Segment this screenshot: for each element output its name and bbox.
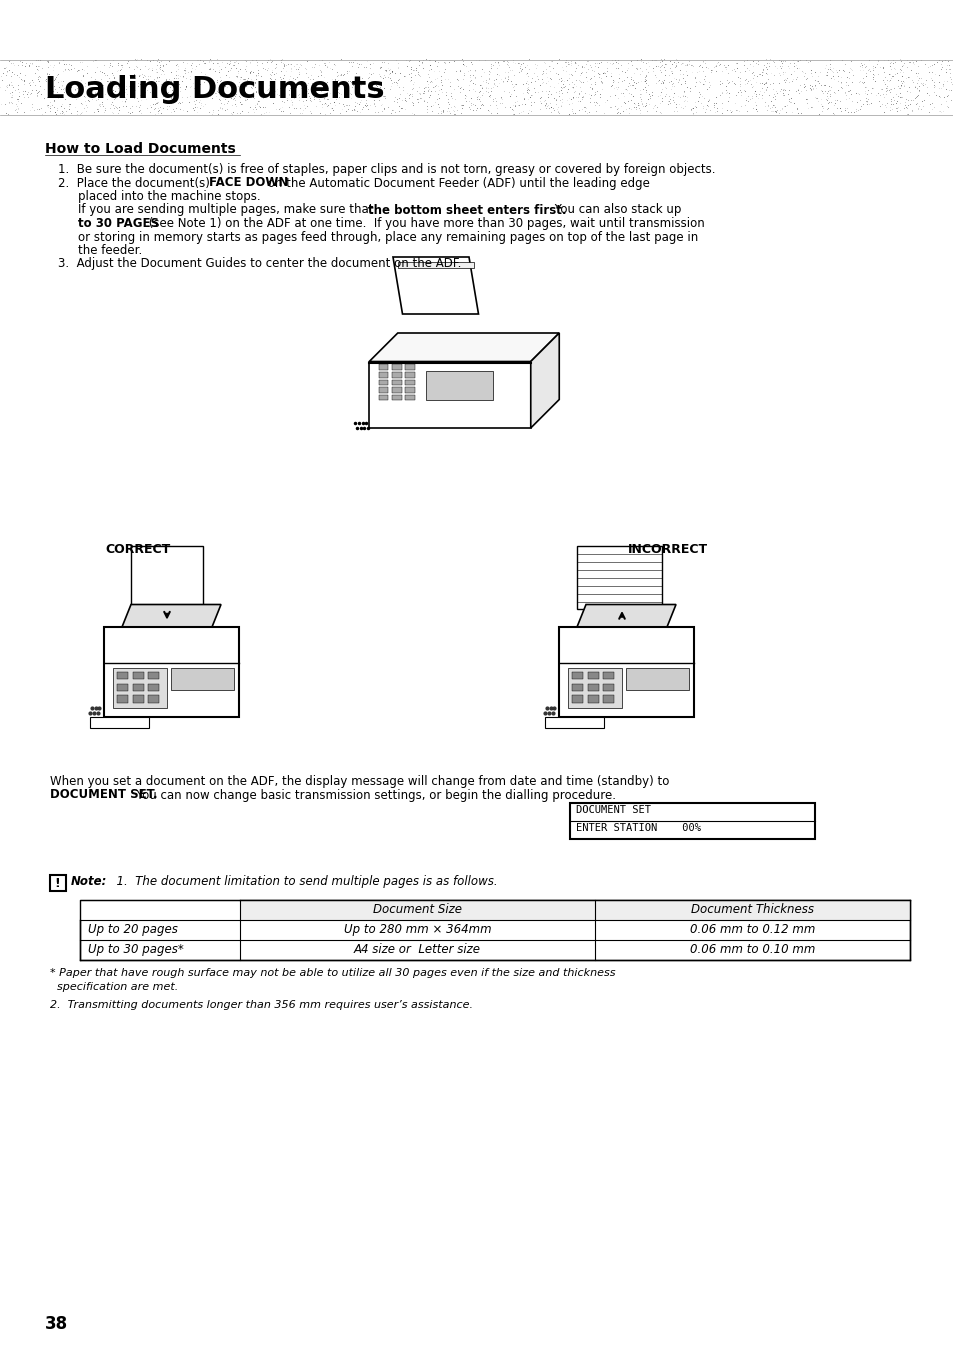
- Bar: [104, 627, 239, 718]
- Text: Up to 280 mm × 364mm: Up to 280 mm × 364mm: [343, 923, 491, 936]
- Bar: [602, 672, 614, 679]
- Text: !: !: [54, 877, 60, 890]
- Polygon shape: [577, 604, 676, 627]
- Text: CORRECT: CORRECT: [105, 544, 170, 556]
- Bar: [405, 387, 415, 393]
- Bar: [80, 900, 909, 960]
- Text: When you set a document on the ADF, the display message will change from date an: When you set a document on the ADF, the …: [50, 774, 669, 788]
- Bar: [132, 672, 144, 679]
- Text: 3.  Adjust the Document Guides to center the document on the ADF.: 3. Adjust the Document Guides to center …: [58, 258, 461, 271]
- Text: Up to 20 pages: Up to 20 pages: [88, 923, 177, 936]
- Text: the feeder.: the feeder.: [78, 244, 142, 258]
- Text: 1.  The document limitation to send multiple pages is as follows.: 1. The document limitation to send multi…: [109, 876, 497, 888]
- Bar: [587, 684, 598, 691]
- Text: A4 size or  Letter size: A4 size or Letter size: [354, 943, 480, 956]
- Text: 38: 38: [45, 1315, 68, 1333]
- Text: the bottom sheet enters first.: the bottom sheet enters first.: [368, 204, 566, 216]
- Text: 2.  Place the document(s): 2. Place the document(s): [58, 177, 213, 189]
- Text: You can now change basic transmission settings, or begin the dialling procedure.: You can now change basic transmission se…: [129, 789, 616, 801]
- Bar: [577, 546, 661, 608]
- Bar: [405, 395, 415, 401]
- Text: placed into the machine stops.: placed into the machine stops.: [78, 190, 260, 202]
- Text: 0.06 mm to 0.10 mm: 0.06 mm to 0.10 mm: [689, 943, 814, 956]
- Bar: [378, 379, 388, 386]
- Bar: [572, 684, 582, 691]
- Text: to 30 PAGES: to 30 PAGES: [78, 217, 159, 229]
- Bar: [378, 364, 388, 370]
- Text: Up to 30 pages*: Up to 30 pages*: [88, 943, 184, 956]
- Bar: [392, 379, 401, 386]
- Bar: [567, 668, 621, 708]
- Bar: [572, 695, 582, 703]
- Polygon shape: [122, 604, 221, 627]
- Text: DOCUMENT SET: DOCUMENT SET: [576, 805, 650, 815]
- Bar: [602, 684, 614, 691]
- Bar: [545, 718, 603, 728]
- Bar: [392, 372, 401, 378]
- Text: or storing in memory starts as pages feed through, place any remaining pages on : or storing in memory starts as pages fee…: [78, 231, 698, 244]
- Polygon shape: [369, 362, 530, 428]
- Bar: [626, 668, 689, 689]
- Bar: [569, 803, 814, 839]
- Bar: [572, 672, 582, 679]
- Text: 0.06 mm to 0.12 mm: 0.06 mm to 0.12 mm: [689, 923, 814, 936]
- Text: 1.  Be sure the document(s) is free of staples, paper clips and is not torn, gre: 1. Be sure the document(s) is free of st…: [58, 163, 715, 175]
- Bar: [148, 695, 159, 703]
- Bar: [132, 684, 144, 691]
- Bar: [378, 387, 388, 393]
- Text: on the Automatic Document Feeder (ADF) until the leading edge: on the Automatic Document Feeder (ADF) u…: [263, 177, 649, 189]
- Text: specification are met.: specification are met.: [50, 982, 178, 992]
- Text: ENTER STATION    00%: ENTER STATION 00%: [576, 823, 700, 832]
- Text: You can also stack up: You can also stack up: [550, 204, 680, 216]
- Bar: [132, 695, 144, 703]
- Polygon shape: [393, 258, 478, 314]
- Text: * Paper that have rough surface may not be able to utilize all 30 pages even if : * Paper that have rough surface may not …: [50, 969, 615, 978]
- Text: Note:: Note:: [71, 876, 108, 888]
- Bar: [378, 395, 388, 401]
- Polygon shape: [369, 333, 558, 362]
- Bar: [392, 387, 401, 393]
- Bar: [240, 900, 909, 920]
- Bar: [587, 695, 598, 703]
- Bar: [392, 364, 401, 370]
- Polygon shape: [397, 262, 474, 268]
- Text: INCORRECT: INCORRECT: [627, 544, 707, 556]
- Bar: [148, 684, 159, 691]
- Text: DOCUMENT SET.: DOCUMENT SET.: [50, 789, 157, 801]
- Text: (see Note 1) on the ADF at one time.  If you have more than 30 pages, wait until: (see Note 1) on the ADF at one time. If …: [145, 217, 704, 229]
- Bar: [405, 379, 415, 386]
- Bar: [172, 668, 234, 689]
- Text: Document Size: Document Size: [373, 902, 461, 916]
- Bar: [117, 672, 128, 679]
- Bar: [602, 695, 614, 703]
- Bar: [131, 546, 203, 608]
- Text: How to Load Documents: How to Load Documents: [45, 142, 235, 156]
- Text: Loading Documents: Loading Documents: [45, 76, 384, 104]
- Text: 2.  Transmitting documents longer than 356 mm requires user’s assistance.: 2. Transmitting documents longer than 35…: [50, 1000, 473, 1010]
- Bar: [405, 372, 415, 378]
- Bar: [378, 372, 388, 378]
- Text: If you are sending multiple pages, make sure that: If you are sending multiple pages, make …: [78, 204, 376, 216]
- Bar: [405, 364, 415, 370]
- Bar: [91, 718, 149, 728]
- Bar: [148, 672, 159, 679]
- Bar: [392, 395, 401, 401]
- Bar: [426, 371, 493, 399]
- Bar: [587, 672, 598, 679]
- Bar: [558, 627, 693, 718]
- Bar: [50, 876, 66, 890]
- Text: Document Thickness: Document Thickness: [690, 902, 813, 916]
- Bar: [112, 668, 167, 708]
- Bar: [117, 684, 128, 691]
- Text: FACE DOWN: FACE DOWN: [209, 177, 288, 189]
- Polygon shape: [530, 333, 558, 428]
- Bar: [117, 695, 128, 703]
